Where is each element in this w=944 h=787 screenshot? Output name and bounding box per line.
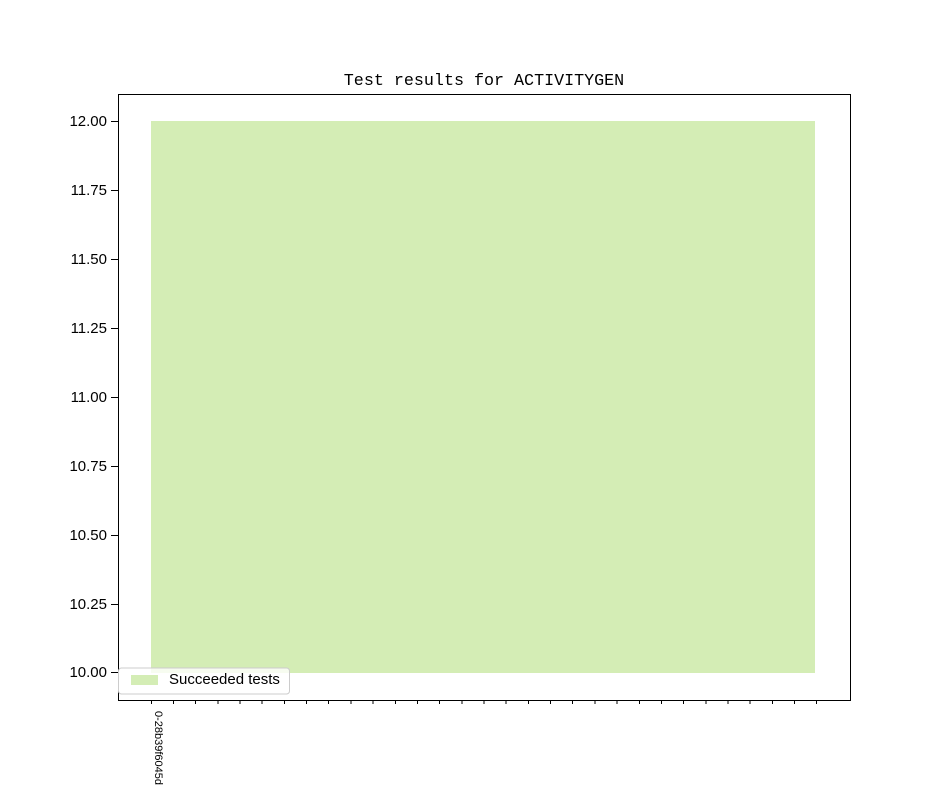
svg-text:10.00: 10.00 xyxy=(69,664,107,681)
svg-text:10.75: 10.75 xyxy=(69,458,107,475)
svg-text:12.00: 12.00 xyxy=(69,113,107,130)
svg-text:11.25: 11.25 xyxy=(71,320,107,337)
svg-text:10.25: 10.25 xyxy=(69,596,107,613)
svg-text:0-28b39f6045d: 0-28b39f6045d xyxy=(152,711,164,785)
svg-text:11.50: 11.50 xyxy=(71,251,107,268)
svg-text:11.75: 11.75 xyxy=(71,182,107,199)
svg-text:Succeeded tests: Succeeded tests xyxy=(169,671,280,688)
svg-text:11.00: 11.00 xyxy=(71,389,107,406)
svg-text:10.50: 10.50 xyxy=(69,527,107,544)
svg-text:Test results for ACTIVITYGEN: Test results for ACTIVITYGEN xyxy=(344,72,624,91)
